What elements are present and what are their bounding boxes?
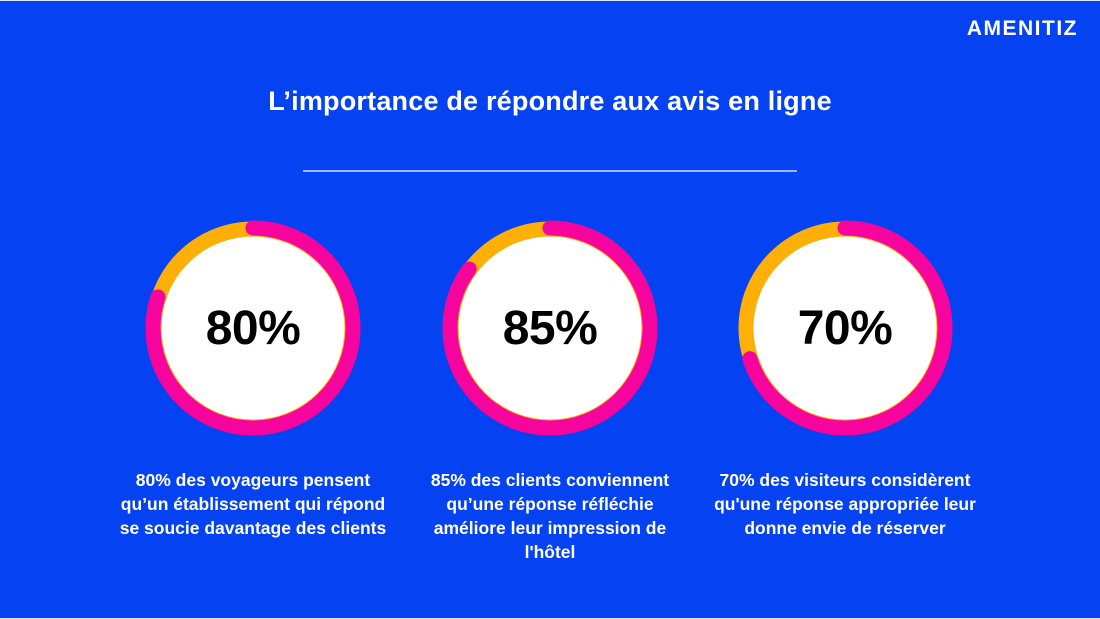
stat-caption: 85% des clients conviennent qu’une répon… (430, 470, 670, 562)
percent-label: 80% (205, 301, 301, 355)
percent-label: 85% (502, 301, 598, 355)
donut-value-arc (737, 220, 953, 436)
donut-chart-80: 80% (145, 220, 361, 436)
donut-rings-70 (737, 220, 953, 436)
top-edge-line (0, 0, 1100, 1)
title-divider (303, 170, 797, 172)
stat-column-70: 70% 70% des visiteurs considèrent qu'une… (695, 220, 995, 540)
donut-value-arc (145, 220, 361, 436)
donut-chart-85: 85% (442, 220, 658, 436)
stat-column-80: 80% 80% des voyageurs pensent qu’un étab… (103, 220, 403, 540)
stat-caption: 70% des visiteurs considèrent qu'une rép… (714, 470, 976, 538)
donut-inner-disc (153, 228, 353, 428)
donut-chart-70: 70% (737, 220, 953, 436)
page-title: L’importance de répondre aux avis en lig… (268, 86, 832, 116)
donut-rings-80 (145, 220, 361, 436)
donut-value-arc (442, 220, 658, 436)
donut-inner-disc (745, 228, 945, 428)
amenitiz-logo: AMENITIZ (966, 17, 1078, 40)
stat-caption: 80% des voyageurs pensent qu’un établiss… (119, 470, 387, 538)
donut-rings-85 (442, 220, 658, 436)
donut-inner-disc (450, 228, 650, 428)
stat-column-85: 85% 85% des clients conviennent qu’une r… (400, 220, 700, 564)
percent-label: 70% (797, 301, 893, 355)
